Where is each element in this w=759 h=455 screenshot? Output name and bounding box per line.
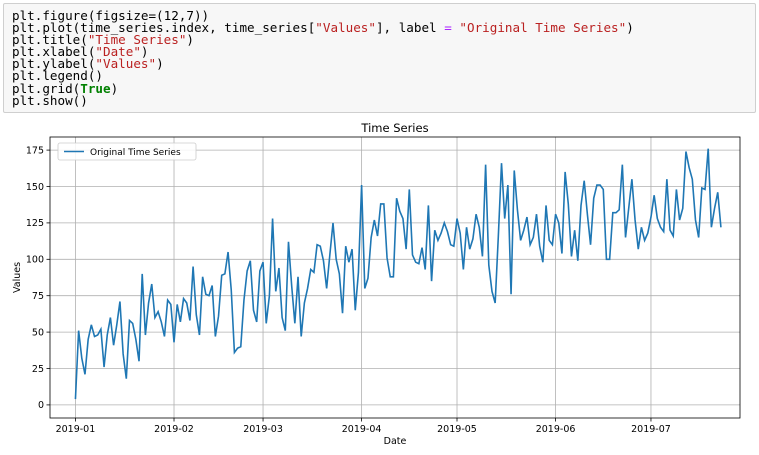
legend-label: Original Time Series xyxy=(90,148,181,158)
code-cell[interactable]: plt.figure(figsize=(12,7)) plt.plot(time_… xyxy=(3,3,756,113)
grid-lines xyxy=(50,137,740,418)
y-tick-label: 125 xyxy=(26,218,44,229)
code-token: plt.plot(time_series.index, time_series[ xyxy=(12,20,316,36)
code-token: plt.title( xyxy=(12,32,88,48)
x-tick-label: 2019-07 xyxy=(631,424,671,435)
x-tick-label: 2019-02 xyxy=(154,424,194,435)
code-token: "Date" xyxy=(95,44,141,60)
code-line: plt.xlabel("Date") xyxy=(12,44,755,60)
y-axis-label: Values xyxy=(12,262,23,293)
y-tick-label: 25 xyxy=(32,364,44,375)
x-tick-label: 2019-04 xyxy=(342,424,382,435)
y-tick-label: 75 xyxy=(32,291,44,302)
axes-frame xyxy=(49,136,741,419)
x-axis-label: Date xyxy=(384,436,407,447)
x-tick-label: 2019-01 xyxy=(56,424,96,435)
code-token: "Original Time Series" xyxy=(459,20,627,36)
y-tick-label: 0 xyxy=(38,400,44,411)
code-token: plt.figure(figsize=(12,7)) xyxy=(12,8,210,23)
code-editor[interactable]: plt.figure(figsize=(12,7)) plt.plot(time_… xyxy=(12,8,755,108)
code-line: plt.grid(True) xyxy=(12,80,755,96)
code-token: ], label xyxy=(375,20,445,36)
code-line: plt.plot(time_series.index, time_series[… xyxy=(12,20,755,36)
series-line-original-time-series xyxy=(74,148,722,400)
code-line: plt.title("Time Series") xyxy=(12,32,755,48)
code-token: plt.show() xyxy=(12,92,88,108)
legend: Original Time Series xyxy=(57,142,197,161)
legend-box xyxy=(57,142,197,161)
axis-ticks: 0 25 50 75 100 125 150 175 2019-01 2019-02 2019-03… xyxy=(26,145,671,435)
code-token: ) xyxy=(110,80,119,96)
code-token: "Time Series" xyxy=(87,32,187,48)
code-token: ) xyxy=(140,44,149,60)
y-tick-label: 50 xyxy=(32,327,44,338)
y-tick-label: 175 xyxy=(26,145,44,156)
code-line: plt.figure(figsize=(12,7)) xyxy=(12,8,755,23)
y-tick-label: 150 xyxy=(26,182,44,193)
chart-title: Time Series xyxy=(360,121,428,135)
code-token: ) xyxy=(626,20,634,36)
code-token: "Values" xyxy=(315,20,376,36)
time-series-chart: 0 25 50 75 100 125 150 175 2019-01 2019-02 2019-03… xyxy=(12,121,741,447)
code-line: plt.show() xyxy=(12,92,755,108)
x-tick-label: 2019-03 xyxy=(243,424,283,435)
code-token: True xyxy=(80,80,111,96)
code-token: "Values" xyxy=(95,56,157,72)
y-tick-label: 100 xyxy=(26,255,44,266)
code-token: plt.legend() xyxy=(12,68,103,84)
x-tick-label: 2019-06 xyxy=(536,424,576,435)
code-token: = xyxy=(444,20,452,36)
code-line: plt.ylabel("Values") xyxy=(12,56,755,72)
code-token: ) xyxy=(186,32,194,48)
code-token: plt.xlabel( xyxy=(12,44,96,60)
x-tick-label: 2019-05 xyxy=(437,424,477,435)
code-token: plt.grid( xyxy=(12,80,81,96)
code-token: plt.ylabel( xyxy=(12,56,96,72)
code-line: plt.legend() xyxy=(12,68,755,84)
code-token: ) xyxy=(156,56,164,72)
plot-output: 0 25 50 75 100 125 150 175 2019-01 2019-02 2019-03… xyxy=(0,118,759,451)
